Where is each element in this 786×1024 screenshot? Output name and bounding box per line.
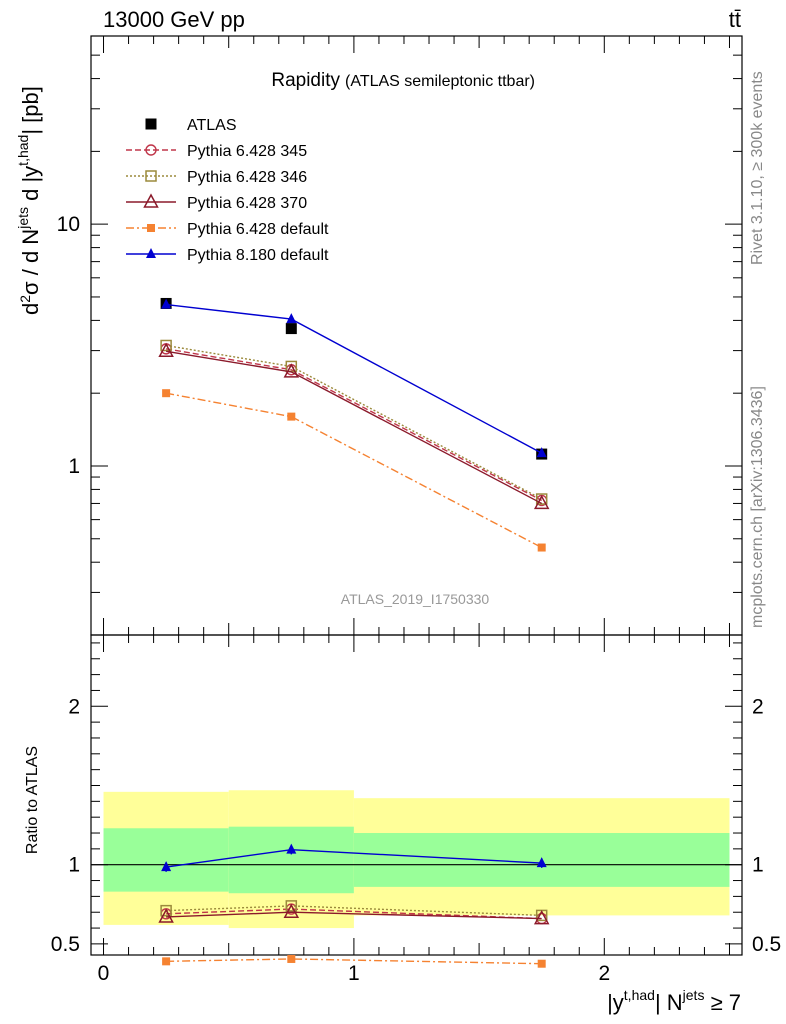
ratio-x-tick-label: 0 (98, 962, 110, 985)
series-p370 (158, 342, 550, 510)
ratio-series-group (158, 843, 550, 968)
ratio-point-p346 (285, 900, 298, 912)
ratio-point-p6def (537, 959, 546, 968)
ratio-x-ticks: 0 1 2 (98, 635, 730, 985)
legend-label-p370: Pythia 6.428 370 (187, 195, 307, 212)
ratio-y-axis-title: Ratio to ATLAS (24, 746, 41, 854)
legend-marker-p345 (145, 144, 157, 156)
series-line-p345 (166, 348, 543, 502)
ratio-point-p370 (283, 903, 300, 918)
ratio-line-p6def (166, 958, 542, 965)
legend-marker-p370 (143, 193, 159, 208)
main-panel: 110 Rapidity (ATLAS semileptonic ttbar) … (15, 35, 743, 636)
series-p8def (161, 298, 547, 458)
legend-label-p8def: Pythia 8.180 default (187, 247, 329, 264)
ratio-point-p346 (160, 904, 172, 917)
legend-marker-atlas (145, 118, 157, 130)
legend-label-p346: Pythia 6.428 346 (187, 169, 307, 186)
ratio-series-p6def (162, 954, 546, 968)
data-point-p6def (537, 543, 546, 552)
ratio-series-p370 (158, 903, 550, 925)
legend: ATLAS Pythia 6.428 345 Pythia 6.428 346 Pyt… (126, 117, 329, 264)
data-point-p8def (536, 447, 547, 458)
data-point-p346 (160, 339, 172, 352)
x-axis-title: |yt,had| Njets ≥ 7 (607, 987, 741, 1015)
main-x-ticks (103, 36, 730, 635)
ratio-y-tick-label-left: 2 (68, 695, 80, 718)
main-series-group (158, 297, 550, 552)
chart-title: Rapidity (271, 70, 340, 91)
legend-label-p345: Pythia 6.428 345 (187, 143, 307, 160)
ratio-point-p8def (286, 843, 297, 854)
ratio-x-tick-label: 2 (598, 962, 610, 985)
rivet-version-label: Rivet 3.1.10, ≥ 300k events (749, 71, 766, 265)
ratio-point-p6def (162, 957, 171, 966)
series-line-p8def (166, 303, 543, 454)
ratio-y-tick-label-right: 2 (752, 695, 764, 718)
ratio-y-ticks: 0.5 0.5 1 1 2 2 (51, 642, 781, 956)
data-point-p370 (533, 494, 550, 510)
data-point-p6def (287, 412, 296, 421)
main-y-tick-label: 10 (57, 213, 80, 236)
mcplots-label: mcplots.cern.ch [arXiv:1306.3436] (749, 386, 766, 628)
main-y-ticks: 1 10 (57, 35, 742, 636)
ratio-y-tick-label-left: 1 (68, 854, 80, 877)
ratio-bands (91, 790, 742, 929)
ratio-y-tick-label-right: 1 (752, 854, 764, 877)
data-point-p370 (158, 342, 174, 358)
stat-uncertainty-band (103, 828, 229, 892)
ratio-point-p8def (161, 861, 172, 872)
data-point-p8def (161, 298, 172, 309)
process-label: tt̄ (729, 7, 741, 32)
legend-marker-p8def (146, 248, 156, 258)
series-p346 (160, 339, 548, 505)
data-point-p6def (162, 389, 171, 398)
legend-marker-p346 (145, 170, 157, 182)
main-y-tick-label: 1 (68, 455, 80, 478)
ratio-point-p8def (536, 857, 547, 868)
series-line-p6def (165, 392, 543, 549)
ratio-point-p370 (158, 908, 174, 923)
ratio-point-p370 (533, 909, 550, 925)
ratio-line-p370 (166, 911, 542, 920)
data-point-p8def (286, 313, 297, 324)
ratio-frame (90, 634, 743, 956)
series-line-p370 (166, 350, 543, 505)
chart-subtitle: (ATLAS semileptonic ttbar) (345, 73, 535, 90)
stat-uncertainty-band (228, 826, 354, 894)
ratio-panel: 0.5 0.5 1 1 2 2 0 1 2 Ratio to ATLAS |yt,had| N… (24, 634, 781, 1015)
series-atlas (160, 297, 548, 460)
collision-label: 13000 GeV pp (103, 7, 245, 32)
legend-label-p6def: Pythia 6.428 default (187, 221, 329, 238)
ratio-line-p345 (166, 908, 542, 920)
data-point-atlas (285, 323, 297, 335)
data-point-p370 (283, 363, 300, 378)
series-p6def (162, 389, 546, 552)
ratio-x-tick-label: 1 (348, 962, 360, 985)
analysis-label: ATLAS_2019_I1750330 (341, 591, 490, 607)
ratio-y-tick-label-left: 0.5 (51, 933, 80, 956)
ratio-series-p8def (161, 843, 547, 872)
legend-marker-p6def (147, 224, 155, 232)
ratio-point-p6def (287, 954, 296, 963)
legend-label-atlas: ATLAS (187, 117, 237, 134)
data-point-p346 (535, 493, 548, 505)
main-y-axis-title: d2σ / d Njets d |yt,had| [pb] (15, 86, 43, 315)
ratio-y-tick-label-right: 0.5 (752, 933, 781, 956)
